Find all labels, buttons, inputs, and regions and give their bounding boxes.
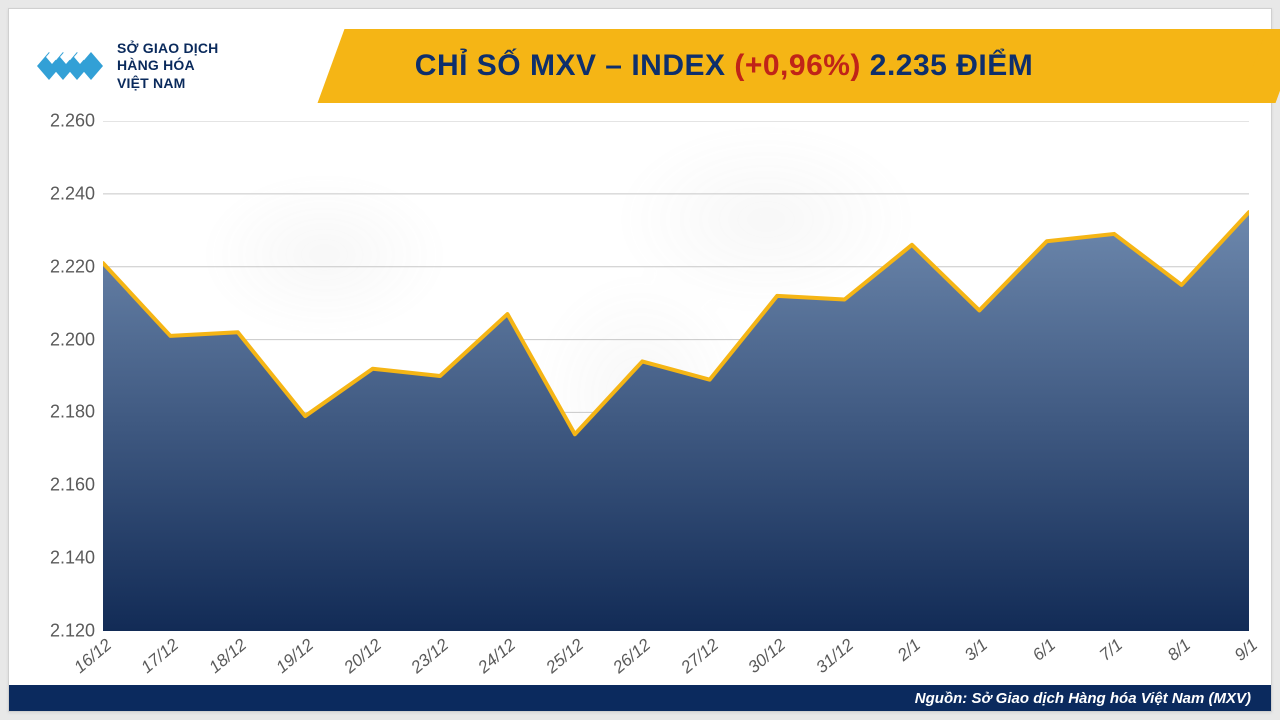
y-tick-label: 2.200: [50, 329, 95, 350]
logo-text: SỞ GIAO DỊCH HÀNG HÓA VIỆT NAM: [117, 40, 218, 93]
logo-line-2: HÀNG HÓA: [117, 57, 218, 75]
x-tick-label: 18/12: [205, 635, 250, 678]
x-tick-label: 23/12: [407, 635, 452, 678]
chart-card: CHỈ SỐ MXV – INDEX (+0,96%) 2.235 ĐIỂM: [8, 8, 1272, 712]
x-tick-label: 27/12: [677, 635, 722, 678]
x-tick-label: 7/1: [1096, 635, 1127, 666]
logo-line-1: SỞ GIAO DỊCH: [117, 40, 218, 58]
x-tick-label: 9/1: [1231, 635, 1262, 666]
logo: SỞ GIAO DỊCH HÀNG HÓA VIỆT NAM: [9, 29, 309, 103]
y-tick-label: 2.260: [50, 111, 95, 132]
y-tick-label: 2.240: [50, 183, 95, 204]
plot-area: [103, 121, 1249, 631]
x-tick-label: 6/1: [1029, 635, 1060, 666]
x-tick-label: 8/1: [1163, 635, 1194, 666]
x-tick-label: 17/12: [138, 635, 183, 678]
source-footer: Nguồn: Sở Giao dịch Hàng hóa Việt Nam (M…: [9, 685, 1271, 711]
x-tick-label: 3/1: [961, 635, 992, 666]
x-tick-label: 24/12: [475, 635, 520, 678]
chart-title: CHỈ SỐ MXV – INDEX (+0,96%) 2.235 ĐIỂM: [415, 49, 1033, 83]
title-change: (+0,96%): [734, 49, 861, 82]
x-tick-label: 26/12: [610, 635, 655, 678]
x-tick-label: 20/12: [340, 635, 385, 678]
x-tick-label: 2/1: [894, 635, 925, 666]
y-tick-label: 2.180: [50, 402, 95, 423]
x-tick-label: 25/12: [542, 635, 587, 678]
x-tick-label: 31/12: [812, 635, 857, 678]
y-tick-label: 2.160: [50, 475, 95, 496]
source-text: Nguồn: Sở Giao dịch Hàng hóa Việt Nam (M…: [915, 690, 1251, 707]
x-axis: 16/1217/1218/1219/1220/1223/1224/1225/12…: [103, 631, 1249, 671]
title-points: 2.235 ĐIỂM: [870, 49, 1033, 82]
logo-mark-icon: [37, 43, 103, 89]
y-axis: 2.1202.1402.1602.1802.2002.2202.2402.260: [31, 121, 103, 631]
y-tick-label: 2.140: [50, 548, 95, 569]
chart: 2.1202.1402.1602.1802.2002.2202.2402.260…: [31, 121, 1249, 671]
y-tick-label: 2.220: [50, 256, 95, 277]
y-tick-label: 2.120: [50, 621, 95, 642]
title-main: CHỈ SỐ MXV – INDEX: [415, 49, 726, 82]
header: CHỈ SỐ MXV – INDEX (+0,96%) 2.235 ĐIỂM: [9, 29, 1271, 103]
x-tick-label: 30/12: [745, 635, 790, 678]
logo-line-3: VIỆT NAM: [117, 75, 218, 93]
x-tick-label: 19/12: [273, 635, 318, 678]
